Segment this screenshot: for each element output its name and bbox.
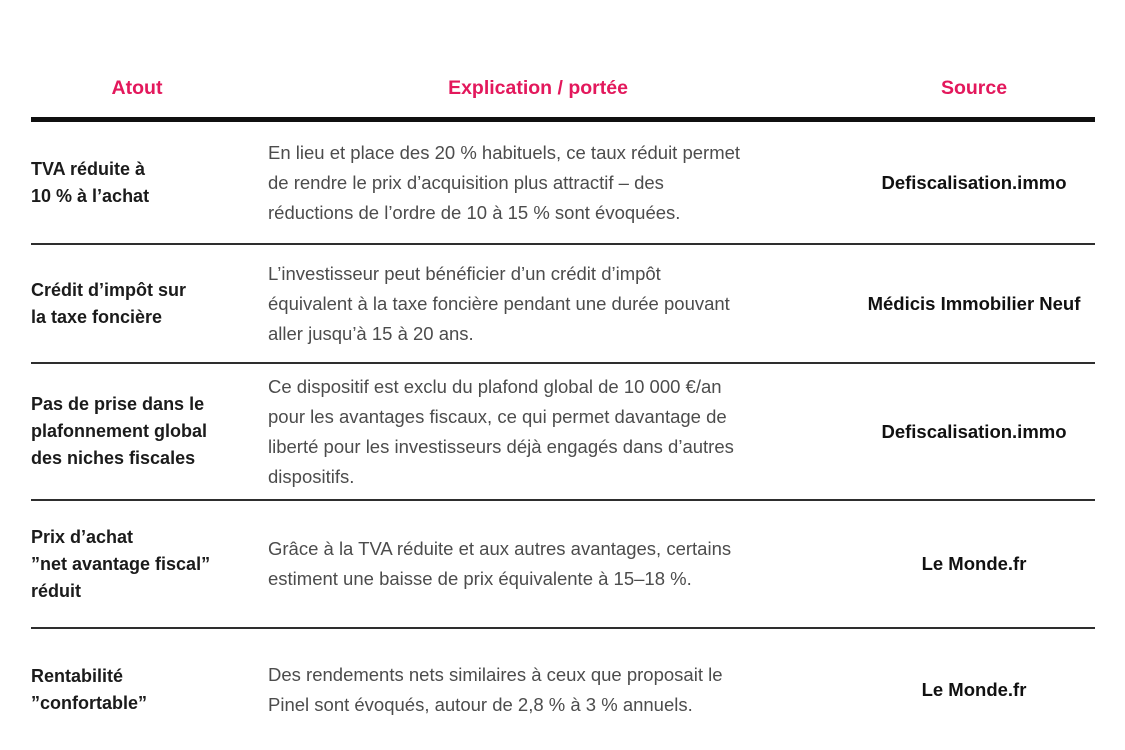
table-row: Crédit d’impôt sur la taxe foncière L’in…	[31, 245, 1095, 364]
cell-explication: Ce dispositif est exclu du plafond globa…	[268, 375, 734, 487]
cell-explication: En lieu et place des 20 % habituels, ce …	[268, 141, 741, 223]
cell-source: Defiscalisation.immo	[881, 420, 1067, 442]
cell-source: Le Monde.fr	[921, 678, 1027, 700]
cell-explication: L’investisseur peut bénéficier d’un créd…	[268, 262, 730, 344]
cell-atout: TVA réduite à 10 % à l’achat	[31, 158, 150, 206]
column-header-explication: Explication / portée	[448, 77, 628, 99]
table-row: Rentabilité ”confortable” Des rendements…	[31, 629, 1095, 750]
column-header-atout: Atout	[111, 77, 163, 99]
column-header-source: Source	[940, 77, 1008, 99]
table-row: Prix d’achat ”net avantage fiscal” rédui…	[31, 501, 1095, 629]
table-row: Pas de prise dans le plafonnement global…	[31, 364, 1095, 501]
cell-atout: Crédit d’impôt sur la taxe foncière	[31, 279, 187, 327]
table-header-row: Atout Explication / portée Source	[31, 0, 1095, 122]
table-row: TVA réduite à 10 % à l’achat En lieu et …	[31, 122, 1095, 245]
cell-source: Le Monde.fr	[921, 553, 1027, 574]
cell-atout: Rentabilité ”confortable”	[31, 665, 148, 713]
advantages-table: Atout Explication / portée Source TVA ré…	[31, 0, 1095, 750]
cell-atout: Pas de prise dans le plafonnement global…	[31, 394, 208, 468]
cell-source: Defiscalisation.immo	[881, 171, 1067, 193]
cell-source: Médicis Immobilier Neuf	[867, 292, 1081, 314]
cell-explication: Des rendements nets similaires à ceux qu…	[268, 663, 723, 715]
cell-atout: Prix d’achat ”net avantage fiscal” rédui…	[31, 526, 211, 601]
cell-explication: Grâce à la TVA réduite et aux autres ava…	[268, 538, 732, 589]
